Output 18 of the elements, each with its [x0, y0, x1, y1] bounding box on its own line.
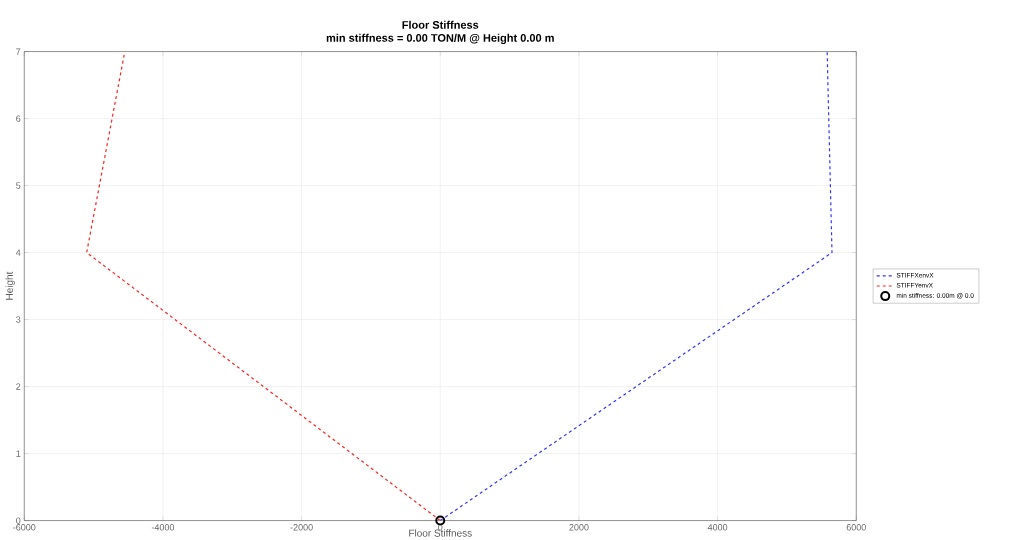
y-tick-label: 7: [16, 48, 21, 55]
x-axis-title: Floor Stiffness: [409, 529, 472, 537]
chart-title: Floor Stiffness: [402, 20, 479, 29]
chart-subtitle: min stiffness = 0.00 TON/M @ Height 0.00 m: [326, 33, 554, 45]
x-tick-label: -4000: [151, 524, 175, 531]
x-tick-label: -6000: [13, 524, 36, 531]
y-tick-label: 1: [16, 450, 21, 457]
y-tick-label: 6: [16, 115, 21, 122]
x-tick-label: 2000: [569, 524, 589, 531]
y-axis-title: Height: [5, 271, 15, 300]
y-tick-label: 5: [16, 182, 21, 189]
x-tick-label: 4000: [707, 524, 728, 531]
y-tick-label: 3: [16, 316, 21, 323]
y-tick-label: 4: [15, 249, 21, 256]
x-tick-label: -2000: [290, 524, 313, 531]
x-tick-label: 6000: [846, 524, 866, 531]
y-tick-label: 2: [16, 383, 21, 390]
y-tick-label: 0: [16, 517, 21, 524]
